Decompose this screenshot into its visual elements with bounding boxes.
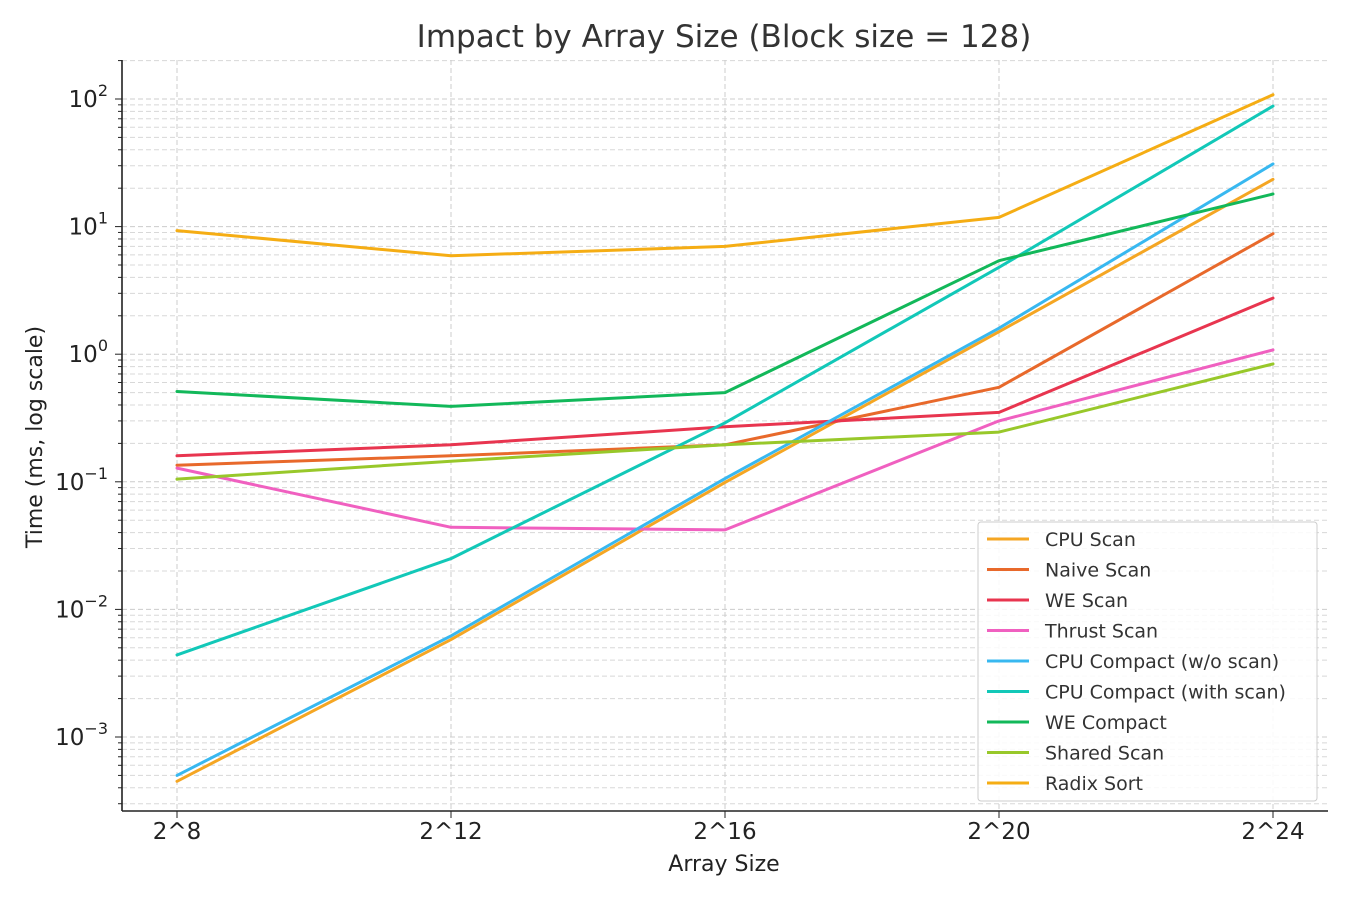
series-line-cpu-scan	[175, 177, 1275, 783]
y-tick-label: 101	[69, 209, 108, 241]
axes	[115, 60, 1328, 818]
x-tick-label: 2^20	[967, 819, 1030, 845]
series-line-we-compact	[175, 192, 1275, 408]
legend: CPU Scan Naive Scan WE Scan Thrust Scan CPU …	[977, 521, 1318, 802]
legend-label: CPU Compact (w/o scan)	[1045, 651, 1279, 673]
x-tick-label: 2^12	[419, 819, 482, 845]
legend-label: CPU Compact (with scan)	[1045, 682, 1286, 704]
y-tick-label: 102	[69, 81, 108, 113]
series-line-cpu-compact-with-scan	[175, 104, 1275, 657]
y-tick-label: 10−2	[55, 591, 108, 623]
x-tick-label: 2^8	[153, 819, 202, 845]
series-line-thrust-scan	[175, 348, 1275, 532]
series-line-shared-scan	[175, 362, 1275, 481]
y-tick-label: 10−3	[55, 719, 108, 751]
y-tick-labels: 102 101 100 10−1 10−2 10−3	[55, 81, 108, 751]
legend-label: Shared Scan	[1045, 743, 1164, 765]
legend-label: WE Compact	[1045, 712, 1167, 734]
legend-label: WE Scan	[1045, 590, 1128, 612]
series-line-we-scan	[175, 296, 1275, 458]
y-axis-label: Time (ms, log scale)	[23, 326, 48, 549]
x-axis-label: Array Size	[668, 852, 779, 877]
legend-label: Thrust Scan	[1044, 621, 1158, 643]
legend-label: CPU Scan	[1045, 529, 1136, 551]
x-tick-label: 2^16	[693, 819, 756, 845]
series-lines	[175, 93, 1275, 783]
x-tick-labels: 2^8 2^12 2^16 2^20 2^24	[153, 819, 1305, 845]
y-tick-label: 100	[69, 336, 108, 368]
series-line-cpu-compact-w-o-scan	[175, 162, 1275, 777]
chart-title: Impact by Array Size (Block size = 128)	[417, 19, 1032, 55]
legend-box	[977, 521, 1318, 802]
legend-label: Naive Scan	[1045, 560, 1151, 582]
legend-label: Radix Sort	[1045, 773, 1143, 795]
series-line-radix-sort	[175, 93, 1275, 258]
y-tick-label: 10−1	[55, 464, 108, 496]
x-tick-label: 2^24	[1241, 819, 1304, 845]
